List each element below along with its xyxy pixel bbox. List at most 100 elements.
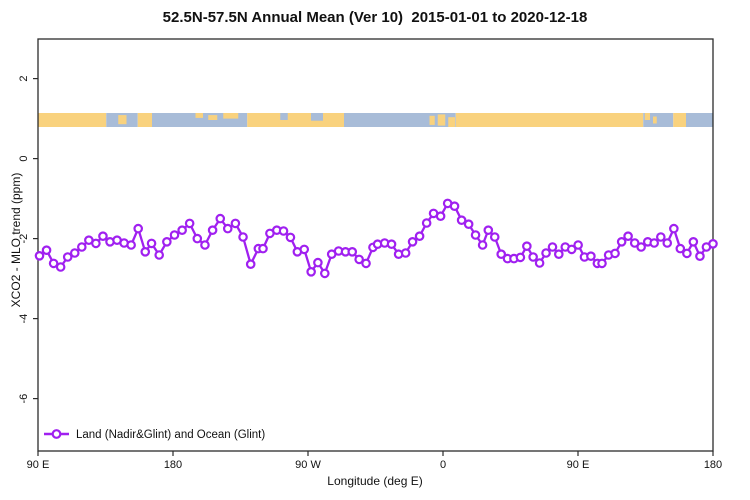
data-point-marker <box>354 254 364 265</box>
data-point-marker <box>463 219 474 230</box>
data-point-marker <box>400 248 411 258</box>
data-point-marker <box>515 252 526 263</box>
data-point-marker <box>414 231 425 242</box>
data-point-marker <box>528 252 538 262</box>
data-point-marker <box>55 262 66 272</box>
land-patch <box>118 115 127 125</box>
data-point-marker <box>319 268 330 279</box>
data-point-marker <box>477 240 488 250</box>
data-point-marker <box>662 238 673 248</box>
land-patch <box>208 115 218 120</box>
land-patch <box>653 116 657 124</box>
x-tick-label: 90 W <box>295 459 321 471</box>
legend-label: Land (Nadir&Glint) and Ocean (Glint) <box>76 429 265 441</box>
data-point-marker <box>77 242 87 252</box>
data-point-marker <box>278 226 289 236</box>
data-point-marker <box>258 243 268 254</box>
land-segment <box>673 113 686 127</box>
land-patch <box>195 113 203 118</box>
data-point-marker <box>407 237 418 247</box>
data-point-marker <box>449 201 460 212</box>
land-patch <box>448 117 455 127</box>
data-point-marker <box>553 249 564 260</box>
data-point-marker <box>299 244 310 255</box>
data-point-marker <box>708 239 718 249</box>
y-tick-label: 2 <box>18 76 30 82</box>
land-segment <box>247 113 344 127</box>
data-point-marker <box>126 240 136 250</box>
chart-title: 52.5N-57.5N Annual Mean (Ver 10) 2015-01… <box>162 9 588 26</box>
data-point-marker <box>597 258 607 269</box>
data-point-marker <box>169 230 180 240</box>
data-point-marker <box>496 249 507 260</box>
data-point-marker <box>230 218 241 229</box>
data-point-marker <box>534 258 545 268</box>
data-point-marker <box>566 244 577 255</box>
land-patch <box>644 113 650 120</box>
x-tick-label: 90 E <box>567 459 590 471</box>
land-patch <box>223 113 239 119</box>
data-point-marker <box>192 233 203 244</box>
land-patch <box>429 115 435 125</box>
data-point-marker <box>200 240 210 250</box>
land-patch <box>437 114 446 126</box>
data-point-marker <box>238 232 248 242</box>
data-point-marker <box>347 247 358 257</box>
data-point-marker <box>91 238 101 249</box>
data-point-marker <box>456 215 467 226</box>
data-point-marker <box>146 238 157 249</box>
data-point-marker <box>470 230 481 240</box>
data-point-marker <box>133 223 144 234</box>
data-point-marker <box>421 218 432 228</box>
land-segment <box>38 113 107 127</box>
data-point-marker <box>207 225 218 236</box>
data-point-marker <box>386 239 397 250</box>
data-point-marker <box>215 213 226 224</box>
data-point-marker <box>98 231 108 242</box>
data-point-marker <box>629 238 640 248</box>
data-point-marker <box>154 250 165 260</box>
data-point-marker <box>140 247 151 257</box>
data-point-marker <box>48 258 59 269</box>
x-tick-label: 180 <box>704 459 722 471</box>
ocean-segment <box>643 113 674 127</box>
ocean-segment <box>344 113 456 127</box>
data-point-marker <box>547 242 558 252</box>
data-point-marker <box>695 251 705 262</box>
ocean-patch <box>311 113 323 121</box>
data-point-marker <box>245 259 256 270</box>
data-point-marker <box>610 248 620 259</box>
x-tick-label: 180 <box>164 459 182 471</box>
data-point-marker <box>688 237 699 247</box>
data-point-marker <box>222 223 233 234</box>
data-point-marker <box>655 232 666 242</box>
ocean-segment <box>686 113 713 127</box>
data-point-marker <box>616 237 627 247</box>
data-point-marker <box>489 232 500 242</box>
data-point-marker <box>162 237 172 247</box>
data-point-marker <box>675 243 686 254</box>
data-point-marker <box>62 252 73 262</box>
land-segment <box>455 113 644 127</box>
data-point-marker <box>41 245 52 256</box>
data-point-marker <box>522 241 532 252</box>
x-tick-label: 90 E <box>27 459 50 471</box>
data-point-marker <box>636 242 646 252</box>
data-point-marker <box>34 251 45 261</box>
series-line <box>38 202 714 275</box>
x-axis-label: Longitude (deg E) <box>327 474 423 488</box>
y-tick-label: -4 <box>18 314 30 324</box>
data-point-marker <box>573 240 583 250</box>
data-point-marker <box>69 248 80 258</box>
x-tick-label: 0 <box>440 459 446 471</box>
data-point-marker <box>649 238 660 248</box>
data-point-marker <box>177 225 187 236</box>
data-point-marker <box>313 257 323 268</box>
data-point-marker <box>483 225 494 236</box>
data-point-marker <box>435 211 446 222</box>
data-point-marker <box>586 251 596 262</box>
y-tick-label: -2 <box>18 234 30 244</box>
land-segment <box>137 113 152 127</box>
